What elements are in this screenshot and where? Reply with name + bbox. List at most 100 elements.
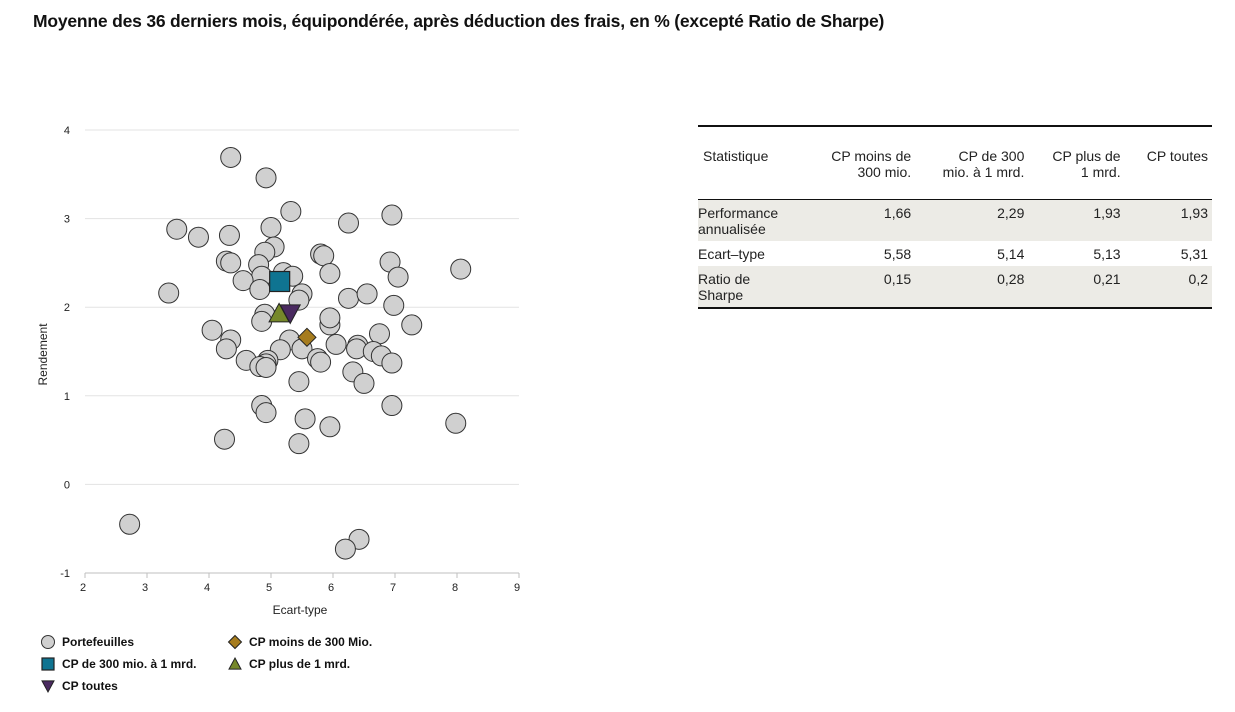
y-tick-label: -1: [60, 568, 70, 580]
table-cell: 5,31: [1180, 246, 1208, 262]
x-tick-label: 6: [328, 582, 334, 594]
table-cell: 0,2: [1124, 266, 1212, 308]
row-label-text: Ecart–type: [698, 246, 765, 262]
table-header-row: Statistique CP moins de 300 mio. CP de 300 m…: [698, 126, 1212, 200]
portfolio-point: [338, 287, 359, 309]
portfolio-point: [319, 263, 341, 285]
table-cell: 5,13: [1093, 246, 1121, 262]
portfolio-point: [383, 294, 405, 316]
column-header: CP moins de 300 mio.: [804, 126, 915, 200]
row-label-text: annualisée: [698, 221, 766, 237]
legend-small-label: CP moins de 300 Mio.: [249, 635, 372, 649]
portfolio-point: [220, 252, 242, 274]
portfolio-point: [201, 319, 223, 341]
x-axis-title: Ecart-type: [273, 603, 328, 617]
portfolio-point: [381, 352, 403, 374]
column-header: CP plus de 1 mrd.: [1028, 126, 1124, 200]
table-cell: 1,93: [1028, 199, 1125, 241]
portfolio-point: [187, 226, 209, 248]
y-tick-label: 4: [64, 125, 70, 137]
portfolio-point: [232, 270, 254, 292]
portfolio-point: [288, 371, 310, 393]
y-tick-label: 0: [64, 479, 70, 491]
portfolio-point: [334, 538, 356, 560]
x-tick-label: 4: [204, 582, 210, 594]
scatter-chart: -1 0 1 2 3 4 2 3 4 5 6 7 8 9 Ecart-type Rendement Portef…: [36, 125, 520, 694]
portfolio-point: [260, 216, 282, 238]
portfolio-point: [220, 146, 242, 168]
legend-portfolio-label: Portefeuilles: [62, 635, 134, 649]
column-header-text: 1 mrd.: [1080, 164, 1121, 180]
portfolio-point: [294, 408, 316, 430]
legend-large-label: CP plus de 1 mrd.: [249, 657, 350, 671]
portfolio-point: [325, 333, 347, 355]
portfolio-point: [445, 412, 467, 434]
y-tick-label: 1: [64, 391, 70, 403]
portfolio-point: [215, 338, 237, 360]
legend-portfolio-marker: [41, 635, 55, 649]
table-cell: 5,14: [997, 246, 1025, 262]
table-row: Ecart–type 5,58 5,14 5,13 5,31: [698, 241, 1212, 266]
legend-small-marker: [227, 634, 243, 650]
column-header: CP toutes: [1125, 126, 1212, 200]
row-label: Performance annualisée: [698, 199, 805, 241]
column-header-text: CP toutes: [1146, 148, 1208, 164]
portfolio-point: [381, 395, 403, 417]
portfolio-point: [255, 402, 277, 424]
portfolio-point: [280, 201, 302, 223]
table-cell: 2,29: [915, 199, 1029, 241]
x-tick-label: 3: [142, 582, 148, 594]
column-header-text: Statistique: [703, 148, 769, 164]
portfolio-point: [310, 351, 332, 373]
table-cell: 5,58: [883, 246, 912, 262]
table-cell: 0,21: [1028, 266, 1125, 308]
portfolio-point: [249, 278, 271, 300]
row-label-text: Ratio de: [698, 271, 751, 287]
column-header: CP de 300 mio. à 1 mrd.: [915, 126, 1028, 200]
table-cell: 1,66: [804, 199, 916, 241]
legend-mid-label: CP de 300 mio. à 1 mrd.: [62, 657, 197, 671]
column-header: Statistique: [698, 126, 804, 200]
table-cell: 0,28: [915, 266, 1029, 308]
table-row: Ratio de Sharpe 0,15 0,28 0,21 0,2: [698, 266, 1212, 308]
portfolio-point: [338, 212, 359, 234]
legend-all-label: CP toutes: [62, 679, 118, 693]
x-tick-label: 9: [514, 582, 520, 594]
table-header: Statistique CP moins de 300 mio. CP de 300 m…: [698, 126, 1212, 200]
column-header-text: CP plus de: [1052, 148, 1121, 164]
mid-point: [269, 270, 291, 293]
portfolio-point: [218, 224, 240, 246]
y-axis-title: Rendement: [36, 323, 50, 386]
row-label-text: Performance: [698, 205, 779, 221]
column-header-text: 300 mio.: [857, 164, 912, 180]
legend-all-marker: [41, 680, 55, 694]
portfolio-point: [214, 428, 235, 450]
x-tick-label: 8: [452, 582, 458, 594]
portfolio-point: [288, 433, 310, 455]
statistics-table: Statistique CP moins de 300 mio. CP de 300 m…: [698, 125, 1212, 309]
portfolio-point: [255, 167, 277, 189]
portfolio-point: [369, 323, 390, 345]
row-label: Ecart–type: [698, 241, 804, 266]
portfolio-point: [450, 258, 472, 280]
portfolio-point: [356, 283, 378, 305]
all-point: [279, 304, 302, 325]
portfolio-point: [313, 245, 335, 267]
portfolio-point: [255, 356, 277, 378]
portfolio-point: [401, 314, 423, 336]
x-tick-label: 5: [266, 582, 272, 594]
column-header-text: mio. à 1 mrd.: [942, 164, 1025, 180]
row-label-text: Sharpe: [698, 287, 744, 303]
portfolio-point: [119, 513, 141, 535]
table-body: Performance annualisée 1,66 2,29 1,93 1,93 Eca…: [698, 199, 1212, 308]
small-point: [297, 327, 317, 348]
legend-mid-marker: [41, 657, 55, 671]
legend-large-marker: [228, 656, 242, 670]
table-cell: 1,93: [1124, 199, 1212, 241]
table-cell: 0,15: [804, 266, 916, 308]
portfolio-point: [319, 307, 341, 329]
y-tick-label: 3: [64, 214, 70, 226]
y-tick-label: 2: [64, 302, 70, 314]
row-label: Ratio de Sharpe: [698, 266, 805, 308]
x-tick-label: 2: [80, 582, 86, 594]
